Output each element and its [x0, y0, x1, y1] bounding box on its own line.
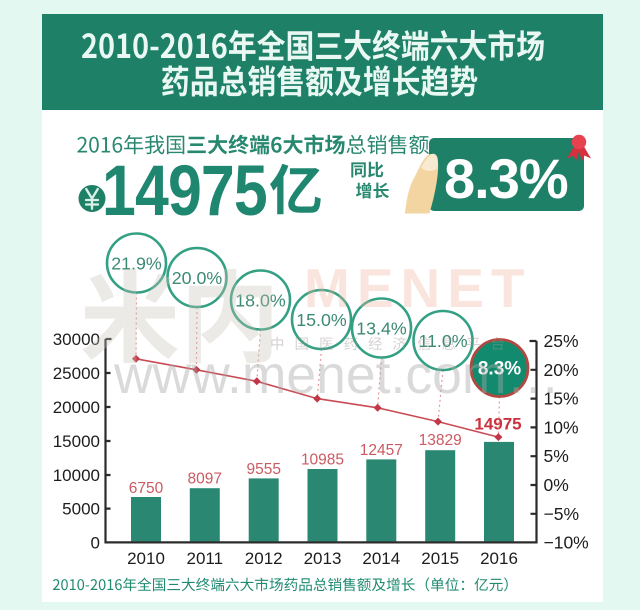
- svg-text:5%: 5%: [544, 446, 569, 466]
- svg-text:20000: 20000: [53, 398, 100, 417]
- svg-text:5000: 5000: [62, 500, 100, 519]
- svg-text:9555: 9555: [246, 461, 280, 478]
- svg-text:8.3%: 8.3%: [478, 359, 521, 380]
- svg-text:30000: 30000: [53, 330, 100, 349]
- svg-text:15%: 15%: [544, 389, 579, 409]
- svg-text:12457: 12457: [360, 442, 403, 459]
- svg-text:14975: 14975: [474, 415, 521, 434]
- svg-text:www.menet.com…: www.menet.com…: [113, 346, 560, 405]
- svg-text:10000: 10000: [53, 466, 100, 485]
- svg-text:−10%: −10%: [544, 533, 589, 553]
- svg-text:10985: 10985: [301, 452, 344, 469]
- svg-text:13.4%: 13.4%: [356, 318, 407, 338]
- svg-text:−5%: −5%: [544, 504, 580, 524]
- svg-text:21.9%: 21.9%: [111, 253, 162, 273]
- svg-text:20%: 20%: [544, 360, 579, 380]
- svg-text:0%: 0%: [544, 475, 569, 495]
- svg-text:15.0%: 15.0%: [296, 310, 347, 330]
- svg-text:2012: 2012: [245, 549, 283, 568]
- svg-text:11.0%: 11.0%: [418, 331, 467, 351]
- svg-text:6750: 6750: [129, 480, 164, 497]
- svg-text:2011: 2011: [187, 549, 224, 568]
- svg-text:13829: 13829: [419, 432, 462, 449]
- svg-text:15000: 15000: [53, 432, 100, 451]
- svg-text:10%: 10%: [544, 417, 579, 437]
- svg-text:18.0%: 18.0%: [235, 290, 286, 310]
- svg-text:8097: 8097: [188, 471, 222, 488]
- svg-text:2013: 2013: [304, 549, 342, 568]
- svg-text:25%: 25%: [544, 331, 579, 351]
- svg-text:2015: 2015: [421, 549, 459, 568]
- svg-text:2016: 2016: [480, 549, 518, 568]
- svg-text:2010: 2010: [127, 549, 165, 568]
- svg-text:20.0%: 20.0%: [172, 268, 223, 288]
- svg-text:25000: 25000: [53, 364, 100, 383]
- svg-text:2014: 2014: [362, 549, 400, 568]
- svg-text:MENET: MENET: [304, 257, 532, 319]
- svg-text:0: 0: [91, 534, 100, 553]
